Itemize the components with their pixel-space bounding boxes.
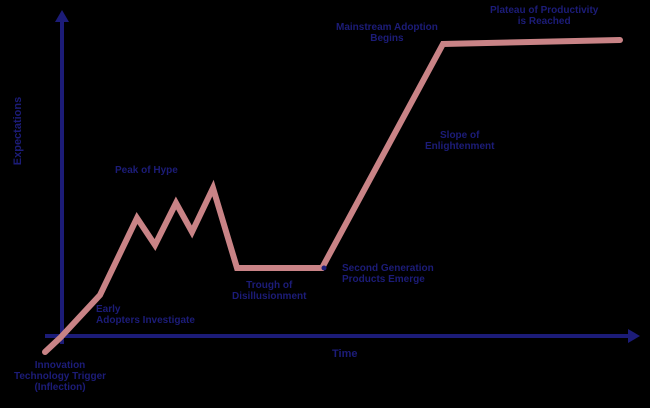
label-trough-line2: Disillusionment xyxy=(232,291,307,302)
hype-curve-line xyxy=(42,37,623,355)
label-start-line1: Innovation xyxy=(34,360,86,371)
label-plateau-line2: is Reached xyxy=(517,16,571,27)
label-trough: Trough of Disillusionment xyxy=(232,280,306,302)
y-axis-arrow-icon xyxy=(55,10,69,22)
label-early-line1: Early xyxy=(96,304,121,315)
x-axis-title: Time xyxy=(332,348,358,360)
label-slope: Slope of Enlightenment xyxy=(425,130,494,152)
label-slope-line2: Enlightenment xyxy=(425,141,495,152)
x-axis-arrow-icon xyxy=(628,329,640,343)
label-second-gen-line2: Products Emerge xyxy=(342,274,425,285)
label-mainstream-line2: Begins xyxy=(370,33,404,44)
trough-marker xyxy=(321,265,327,271)
label-peak-line1: Peak of Hype xyxy=(115,165,178,176)
label-mainstream-line1: Mainstream Adoption xyxy=(336,22,438,33)
label-start-line2: Technology Trigger xyxy=(14,371,107,382)
label-early-line2: Adopters Investigate xyxy=(96,315,195,326)
label-second-generation: Second Generation Products Emerge xyxy=(342,263,434,285)
label-slope-line1: Slope of xyxy=(440,130,480,141)
label-mainstream: Mainstream Adoption Begins xyxy=(336,22,438,44)
label-plateau: Plateau of Productivity is Reached xyxy=(490,5,598,27)
label-start: Innovation Technology Trigger (Inflectio… xyxy=(14,360,106,393)
y-axis-title: Expectations xyxy=(12,96,25,166)
label-early-adopters: Early Adopters Investigate xyxy=(96,304,195,326)
label-plateau-line1: Plateau of Productivity xyxy=(490,5,599,16)
label-peak: Peak of Hype xyxy=(115,165,178,176)
label-trough-line1: Trough of xyxy=(246,280,293,291)
label-second-gen-line1: Second Generation xyxy=(342,263,434,274)
label-start-line3: (Inflection) xyxy=(34,382,86,393)
